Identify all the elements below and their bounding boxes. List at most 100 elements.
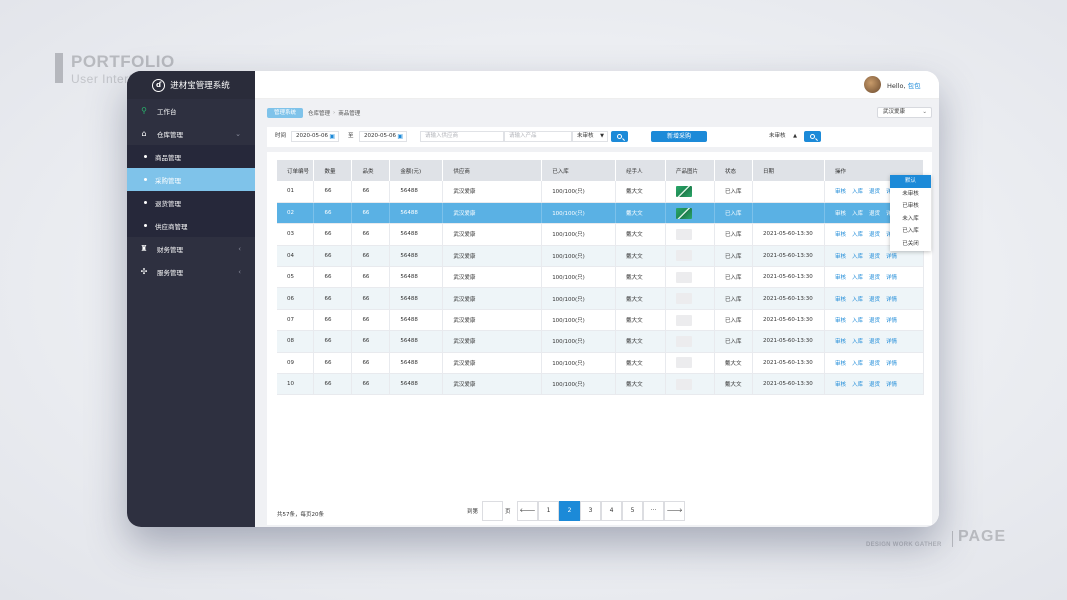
status-filter-select[interactable]: 未审核 ▲ bbox=[764, 131, 801, 142]
sidebar-subitem-3[interactable]: 供应商管理 bbox=[127, 214, 255, 237]
op-link[interactable]: 退货 bbox=[868, 360, 880, 367]
table-row[interactable]: 03 66 66 56488 武汉爱康 100/100(只) 戴大文 已入库 2021-05-6… bbox=[277, 223, 925, 246]
op-link[interactable]: 入库 bbox=[851, 339, 863, 346]
op-link[interactable]: 退货 bbox=[868, 253, 880, 260]
op-link[interactable]: 审核 bbox=[834, 318, 846, 325]
page-button[interactable]: 4 bbox=[601, 501, 622, 521]
op-link[interactable]: 入库 bbox=[851, 360, 863, 367]
dropdown-option[interactable]: 已入库 bbox=[902, 228, 919, 235]
supplier-input[interactable]: 请输入供应商 bbox=[420, 131, 504, 142]
product-thumbnail[interactable] bbox=[676, 185, 693, 197]
op-link[interactable]: 审核 bbox=[834, 253, 846, 260]
op-link[interactable]: 审核 bbox=[834, 232, 846, 239]
cell-id: 06 bbox=[277, 287, 315, 310]
op-link[interactable]: 审核 bbox=[834, 360, 846, 367]
op-link[interactable]: 审核 bbox=[834, 339, 846, 346]
product-input[interactable]: 请输入产品 bbox=[504, 131, 572, 142]
op-link[interactable]: 详情 bbox=[885, 296, 897, 303]
page-button[interactable]: 1 bbox=[538, 501, 559, 521]
breadcrumb-root[interactable]: 管理系统 bbox=[267, 108, 304, 118]
calendar-icon[interactable]: ▣ bbox=[397, 133, 403, 140]
table-row[interactable]: 09 66 66 56488 武汉爱康 100/100(只) 戴大文 戴大文 2021-05-6… bbox=[277, 352, 925, 375]
calendar-icon[interactable]: ▣ bbox=[329, 133, 335, 140]
op-link[interactable]: 入库 bbox=[851, 318, 863, 325]
sidebar-item-1[interactable]: ⌂ 仓库管理 ⌄ bbox=[127, 122, 255, 145]
product-thumbnail[interactable] bbox=[676, 293, 693, 305]
user-name[interactable]: 包包 bbox=[907, 82, 921, 90]
sidebar-subitem-1[interactable]: 采购管理 bbox=[127, 168, 255, 191]
op-link[interactable]: 详情 bbox=[885, 360, 897, 367]
search-button[interactable] bbox=[611, 131, 628, 142]
op-link[interactable]: 入库 bbox=[851, 211, 863, 218]
table-row[interactable]: 08 66 66 56488 武汉爱康 100/100(只) 戴大文 已入库 2021-05-6… bbox=[277, 330, 925, 353]
add-purchase-button[interactable]: 新增采购 bbox=[651, 131, 707, 142]
dropdown-option[interactable]: 未审核 bbox=[902, 190, 919, 197]
op-link[interactable]: 退货 bbox=[868, 275, 880, 282]
page-jump-input[interactable] bbox=[482, 501, 503, 521]
op-link[interactable]: 入库 bbox=[851, 189, 863, 196]
date-to-input[interactable]: 2020-05-06 ▣ bbox=[359, 131, 407, 142]
page-button[interactable]: ··· bbox=[643, 501, 664, 521]
date-from-input[interactable]: 2020-05-06 ▣ bbox=[291, 131, 339, 142]
sidebar-item-2[interactable]: ♜ 财务管理 ‹ bbox=[127, 237, 255, 260]
op-link[interactable]: 入库 bbox=[851, 232, 863, 239]
table-row[interactable]: 05 66 66 56488 武汉爱康 100/100(只) 戴大文 已入库 2021-05-6… bbox=[277, 266, 925, 289]
next-page-arrow-icon[interactable]: 🡒 bbox=[664, 501, 685, 521]
sidebar-subitem-0[interactable]: 商品管理 bbox=[127, 145, 255, 168]
cell-date: 2021-05-60-13:30 bbox=[752, 266, 825, 289]
op-link[interactable]: 详情 bbox=[885, 339, 897, 346]
op-link[interactable]: 详情 bbox=[885, 275, 897, 282]
op-link[interactable]: 入库 bbox=[851, 382, 863, 389]
page-button[interactable]: 5 bbox=[622, 501, 643, 521]
page-button[interactable]: 3 bbox=[580, 501, 601, 521]
op-link[interactable]: 审核 bbox=[834, 382, 846, 389]
table-row[interactable]: 07 66 66 56488 武汉爱康 100/100(只) 戴大文 已入库 2021-05-6… bbox=[277, 309, 925, 332]
op-link[interactable]: 审核 bbox=[834, 296, 846, 303]
op-link[interactable]: 入库 bbox=[851, 296, 863, 303]
company-select[interactable]: 武汉爱康 ⌄ bbox=[877, 107, 932, 118]
product-thumbnail[interactable] bbox=[676, 228, 693, 240]
dropdown-option[interactable]: 未入库 bbox=[902, 215, 919, 222]
op-link[interactable]: 退货 bbox=[868, 296, 880, 303]
op-link[interactable]: 退货 bbox=[868, 189, 880, 196]
product-thumbnail[interactable] bbox=[676, 207, 693, 219]
product-thumbnail[interactable] bbox=[676, 314, 693, 326]
table-row[interactable]: 06 66 66 56488 武汉爱康 100/100(只) 戴大文 已入库 2021-05-6… bbox=[277, 287, 925, 310]
page-button[interactable]: 2 bbox=[559, 501, 580, 521]
op-link[interactable]: 详情 bbox=[885, 253, 897, 260]
sidebar-item-3[interactable]: ✣ 服务管理 ‹ bbox=[127, 260, 255, 283]
status-select[interactable]: 未审核 ▼ bbox=[572, 131, 608, 142]
table-row[interactable]: 04 66 66 56488 武汉爱康 100/100(只) 戴大文 已入库 2021-05-6… bbox=[277, 245, 925, 268]
op-link[interactable]: 审核 bbox=[834, 275, 846, 282]
op-link[interactable]: 退货 bbox=[868, 232, 880, 239]
breadcrumb-warehouse[interactable]: 仓库管理 bbox=[308, 111, 331, 117]
product-thumbnail[interactable] bbox=[676, 378, 693, 390]
product-thumbnail[interactable] bbox=[676, 357, 693, 369]
product-thumbnail[interactable] bbox=[676, 335, 693, 347]
op-link[interactable]: 详情 bbox=[885, 382, 897, 389]
status-search-button[interactable] bbox=[804, 131, 821, 142]
op-link[interactable]: 退货 bbox=[868, 382, 880, 389]
op-link[interactable]: 入库 bbox=[851, 275, 863, 282]
prev-page-arrow-icon[interactable]: 🡐 bbox=[517, 501, 538, 521]
product-thumbnail[interactable] bbox=[676, 250, 693, 262]
sidebar-subitem-2[interactable]: 退货管理 bbox=[127, 191, 255, 214]
sidebar-item-0[interactable]: ⚲ 工作台 bbox=[127, 99, 255, 122]
op-link[interactable]: 审核 bbox=[834, 211, 846, 218]
dropdown-option[interactable]: 默认 bbox=[890, 175, 931, 188]
dropdown-option[interactable]: 已审核 bbox=[902, 203, 919, 210]
app-logo[interactable]: ɗ 进材宝管理系统 bbox=[127, 71, 255, 99]
op-link[interactable]: 退货 bbox=[868, 318, 880, 325]
op-link[interactable]: 退货 bbox=[868, 339, 880, 346]
op-link[interactable]: 详情 bbox=[885, 318, 897, 325]
op-link[interactable]: 入库 bbox=[851, 253, 863, 260]
op-link[interactable]: 审核 bbox=[834, 189, 846, 196]
avatar[interactable] bbox=[864, 76, 881, 93]
op-link[interactable]: 退货 bbox=[868, 211, 880, 218]
product-thumbnail[interactable] bbox=[676, 271, 693, 283]
dropdown-option[interactable]: 已关闭 bbox=[902, 240, 919, 247]
user-greeting[interactable]: Hello, 包包 bbox=[887, 80, 921, 90]
table-row[interactable]: 10 66 66 56488 武汉爱康 100/100(只) 戴大文 戴大文 2021-05-6… bbox=[277, 373, 925, 396]
